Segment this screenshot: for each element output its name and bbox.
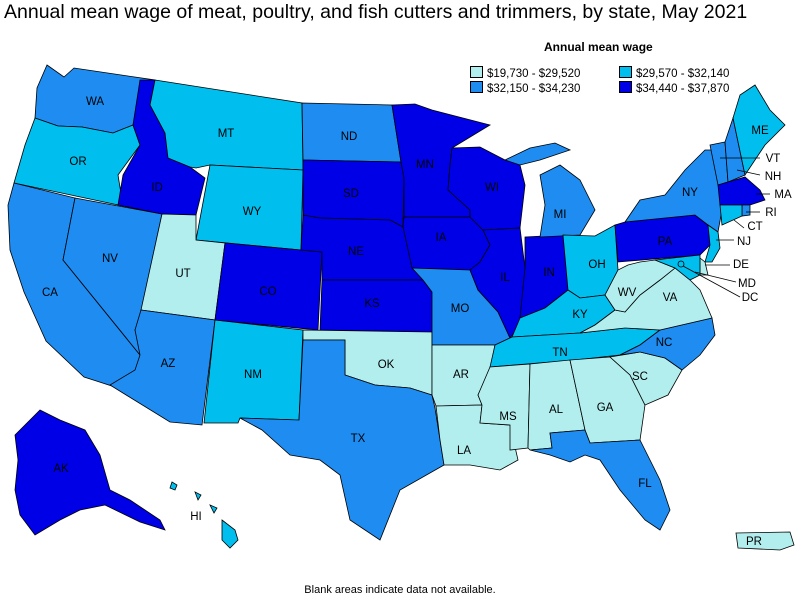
state-label-WI: WI — [485, 182, 499, 194]
state-label-DC: DC — [742, 292, 759, 304]
state-label-CO: CO — [259, 286, 276, 298]
state-label-NE: NE — [348, 246, 364, 258]
state-HI[interactable] — [169, 481, 239, 549]
state-label-AK: AK — [53, 463, 69, 475]
state-label-MN: MN — [416, 159, 434, 171]
state-label-KS: KS — [364, 298, 380, 310]
state-label-KY: KY — [572, 309, 588, 321]
state-label-AR: AR — [453, 369, 469, 381]
legend-swatch — [619, 66, 632, 78]
legend-label: $32,150 - $34,230 — [487, 83, 581, 95]
state-label-NC: NC — [656, 337, 673, 349]
state-label-TN: TN — [552, 347, 567, 359]
state-PR[interactable] — [735, 531, 795, 551]
state-label-CA: CA — [42, 287, 58, 299]
state-label-MI: MI — [554, 209, 567, 221]
state-TX[interactable] — [239, 339, 445, 541]
state-label-ME: ME — [751, 125, 769, 137]
state-label-IL: IL — [500, 272, 510, 284]
state-label-FL: FL — [638, 478, 652, 490]
legend-item-tier-1: $19,730 - $29,520 — [470, 66, 580, 80]
leader-line-nh — [736, 169, 761, 176]
state-label-UT: UT — [175, 268, 190, 280]
state-label-MT: MT — [218, 128, 235, 140]
state-label-NJ: NJ — [737, 236, 751, 248]
state-label-ID: ID — [151, 182, 163, 194]
state-NJ[interactable] — [704, 224, 721, 263]
legend-swatch — [470, 66, 483, 78]
state-FL[interactable] — [529, 429, 671, 531]
state-label-WV: WV — [618, 287, 637, 299]
state-CT[interactable] — [719, 204, 743, 226]
state-MD[interactable] — [654, 254, 701, 281]
leader-line-ct — [733, 219, 745, 229]
state-IL[interactable] — [469, 227, 526, 339]
state-label-IA: IA — [436, 232, 447, 244]
state-label-PR: PR — [746, 536, 762, 548]
state-label-IN: IN — [543, 267, 555, 279]
state-label-SD: SD — [343, 188, 359, 200]
state-label-TX: TX — [351, 433, 366, 445]
state-ME[interactable] — [732, 84, 786, 177]
state-AZ[interactable] — [109, 309, 216, 426]
state-label-VA: VA — [663, 292, 678, 304]
state-IA[interactable] — [402, 216, 491, 271]
state-label-MA: MA — [774, 189, 792, 201]
state-label-ND: ND — [341, 131, 358, 143]
legend-swatch — [470, 81, 483, 93]
leader-line-md — [694, 271, 737, 283]
state-MT[interactable] — [149, 79, 304, 171]
state-label-LA: LA — [457, 445, 471, 457]
state-label-NY: NY — [682, 187, 698, 199]
legend-swatch — [619, 81, 632, 93]
state-label-RI: RI — [765, 207, 777, 219]
legend-title: Annual mean wage — [544, 40, 653, 54]
state-label-AL: AL — [549, 404, 564, 416]
leader-line-dc — [682, 265, 741, 298]
state-label-HI: HI — [190, 511, 202, 523]
footnote: Blank areas indicate data not available. — [304, 584, 496, 596]
state-label-OH: OH — [588, 259, 605, 271]
legend-item-tier-4: $34,440 - $37,870 — [619, 81, 729, 95]
state-label-NH: NH — [765, 171, 782, 183]
state-label-OK: OK — [378, 359, 395, 371]
state-label-WY: WY — [243, 206, 262, 218]
state-label-MD: MD — [738, 278, 756, 290]
state-label-PA: PA — [658, 236, 673, 248]
state-AK[interactable] — [14, 409, 166, 536]
legend-item-tier-2: $29,570 - $32,140 — [619, 66, 729, 80]
state-DC[interactable] — [677, 260, 685, 268]
state-NC[interactable] — [619, 317, 716, 371]
state-label-GA: GA — [597, 402, 614, 414]
map-title: Annual mean wage of meat, poultry, and f… — [4, 1, 748, 23]
state-label-AZ: AZ — [161, 358, 176, 370]
state-label-VT: VT — [766, 153, 781, 165]
state-label-SC: SC — [632, 371, 648, 383]
state-MI[interactable] — [503, 142, 596, 238]
state-label-WA: WA — [86, 96, 104, 108]
legend-label: $34,440 - $37,870 — [636, 83, 730, 95]
state-label-NV: NV — [102, 253, 118, 265]
state-label-CT: CT — [747, 221, 762, 233]
legend-label: $19,730 - $29,520 — [487, 68, 581, 80]
state-label-MS: MS — [499, 411, 517, 423]
legend-item-tier-3: $32,150 - $34,230 — [470, 81, 580, 95]
state-label-OR: OR — [69, 156, 86, 168]
state-label-NM: NM — [244, 369, 262, 381]
legend-label: $29,570 - $32,140 — [636, 68, 730, 80]
state-label-MO: MO — [451, 303, 470, 315]
state-label-DE: DE — [733, 259, 749, 271]
state-RI[interactable] — [741, 204, 751, 217]
